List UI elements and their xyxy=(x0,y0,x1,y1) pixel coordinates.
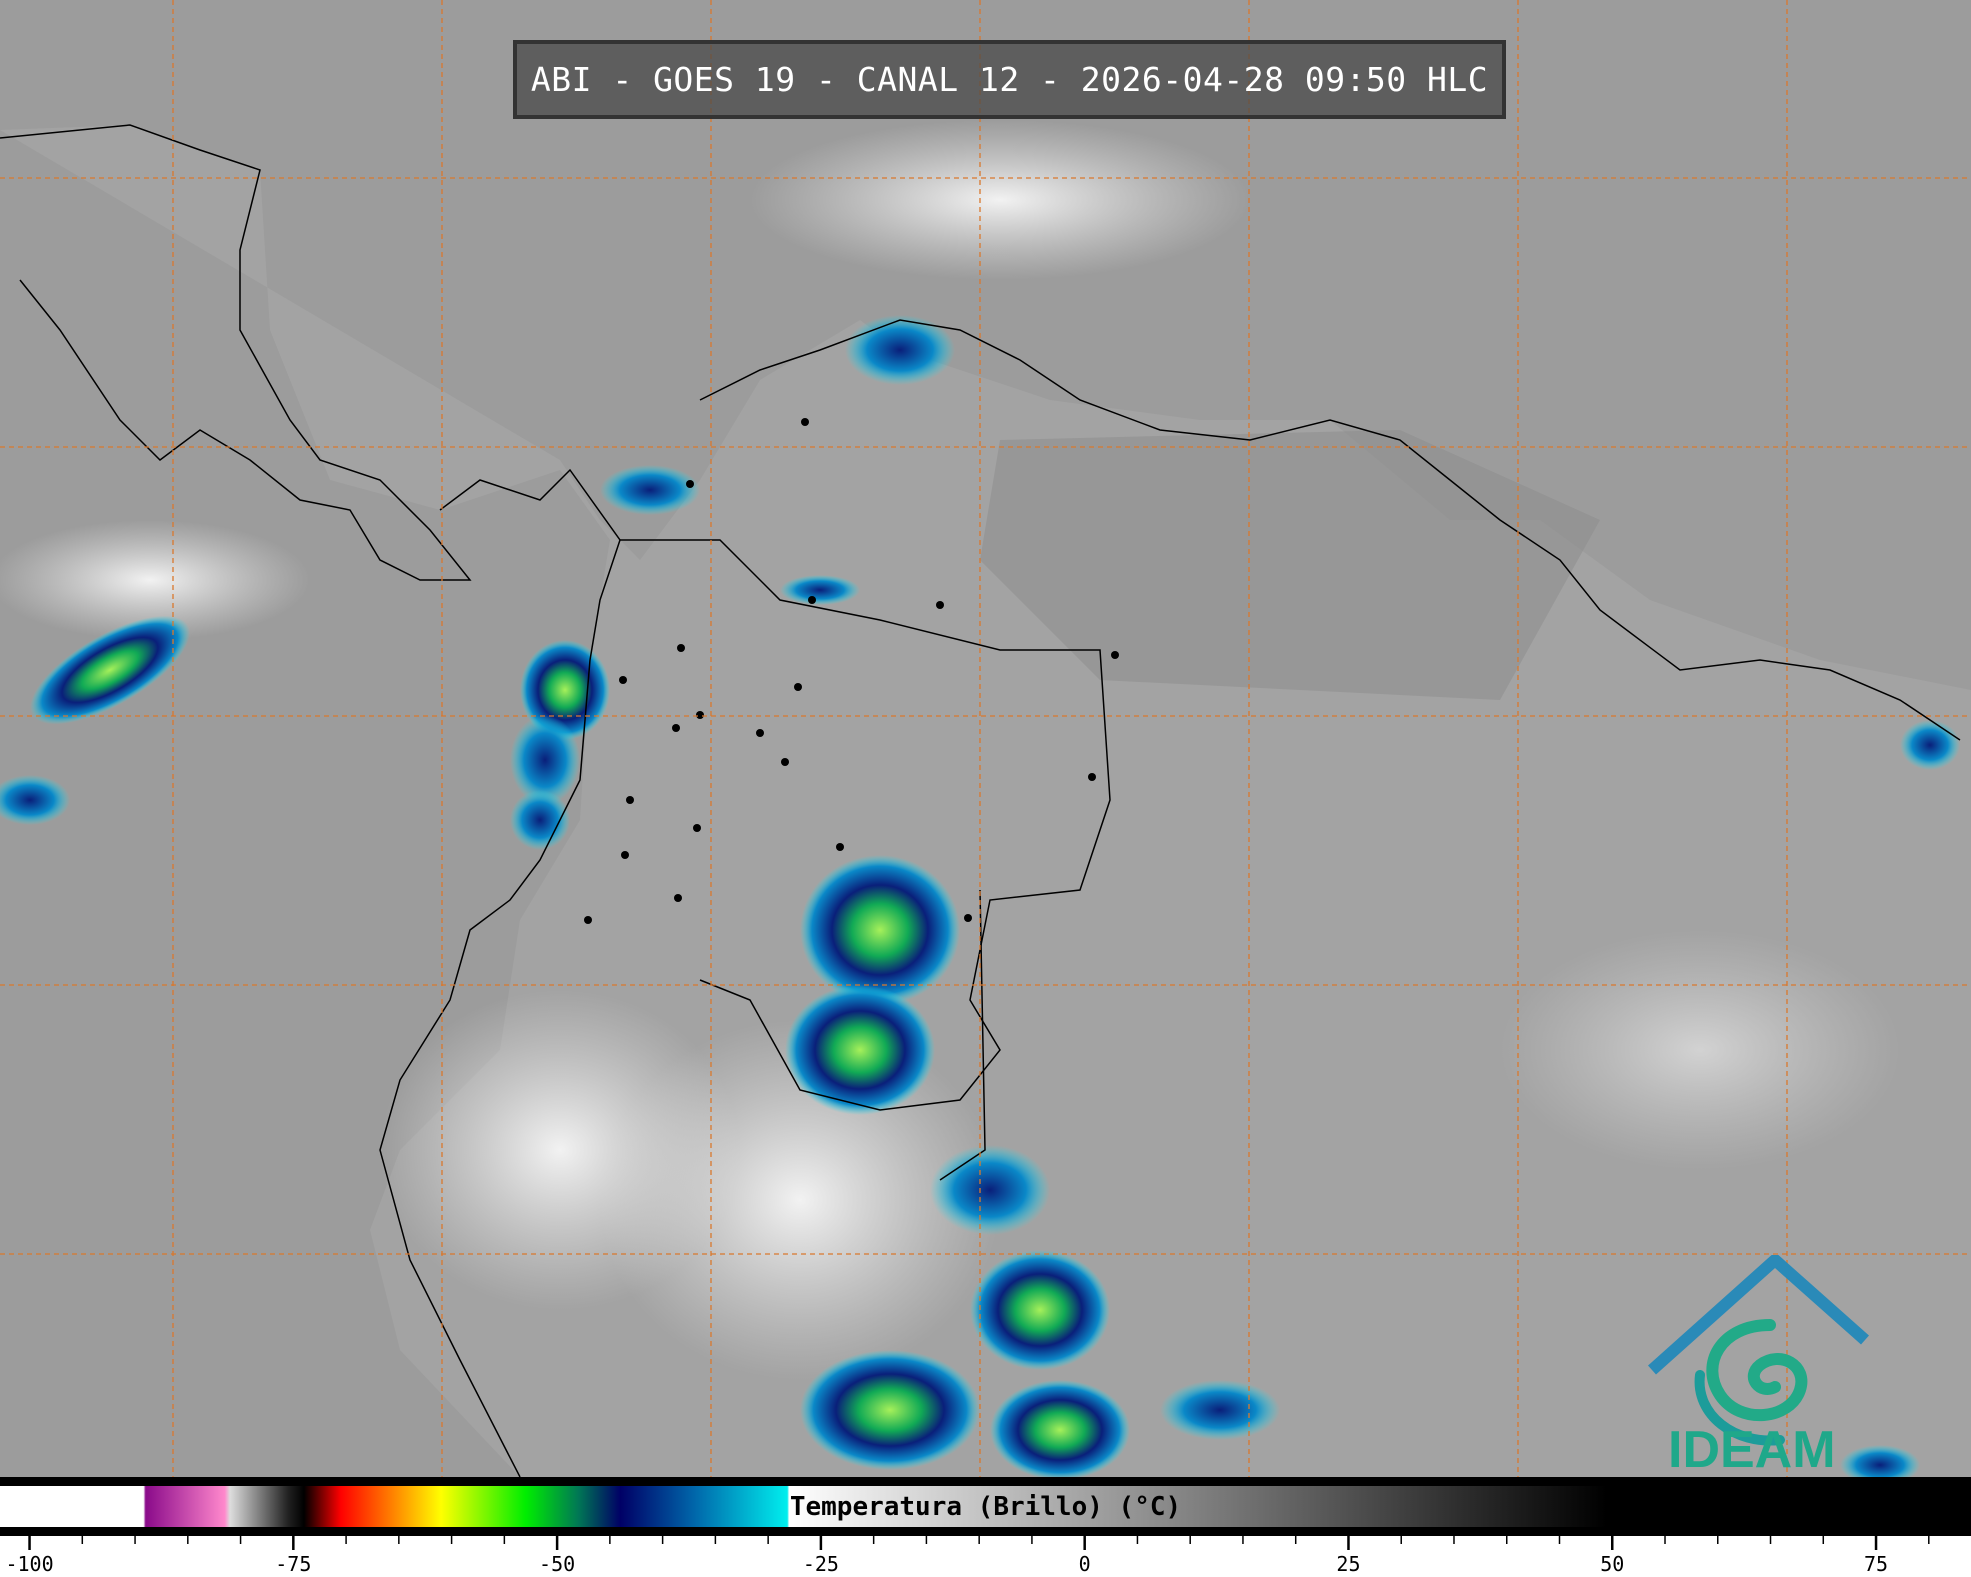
logo-text: IDEAM xyxy=(1668,1421,1836,1475)
tick-label: 75 xyxy=(1864,1552,1888,1576)
tick-label: 0 xyxy=(1079,1552,1091,1576)
colorbar-gradient xyxy=(0,1486,1971,1527)
colorbar-axis: -100 -75 -50 -25 0 25 50 75 xyxy=(0,1536,1971,1577)
tick-label: -100 xyxy=(5,1552,53,1576)
satellite-imagery xyxy=(0,0,1971,1485)
tick-label: -50 xyxy=(539,1552,575,1576)
tick-label: 25 xyxy=(1336,1552,1360,1576)
satellite-map[interactable]: ABI - GOES 19 - CANAL 12 - 2026-04-28 09… xyxy=(0,0,1971,1485)
lat-lon-grid xyxy=(0,0,1971,1477)
convective-clouds xyxy=(0,315,1960,1485)
white-cloud-areas xyxy=(0,120,1900,1380)
tick-label: -75 xyxy=(275,1552,311,1576)
colorbar-label: Temperatura (Brillo) (°C) xyxy=(789,1491,1182,1522)
image-title: ABI - GOES 19 - CANAL 12 - 2026-04-28 09… xyxy=(530,60,1489,99)
tick-label: 50 xyxy=(1600,1552,1624,1576)
colorbar: Temperatura (Brillo) (°C) xyxy=(0,1477,1971,1536)
city-markers xyxy=(584,418,1119,924)
ideam-logo: IDEAM xyxy=(1648,1255,1869,1475)
tick-label: -25 xyxy=(803,1552,839,1576)
title-banner: ABI - GOES 19 - CANAL 12 - 2026-04-28 09… xyxy=(513,40,1506,119)
